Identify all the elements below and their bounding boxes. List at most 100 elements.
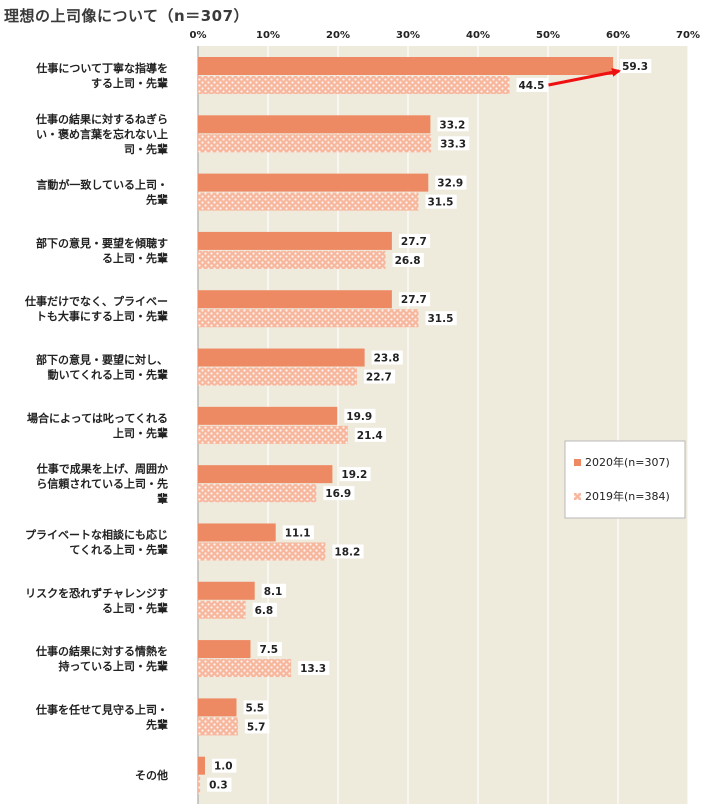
- bar-2019: [198, 425, 348, 444]
- value-label-bg: [398, 233, 431, 248]
- value-label: 13.3: [300, 663, 326, 675]
- bar-2019: [198, 659, 292, 678]
- bar-2019: [198, 600, 246, 619]
- category-label: する上司・先輩: [91, 76, 168, 90]
- category-label: 仕事の結果に対する情熱を: [35, 644, 168, 658]
- bar-2019: [198, 542, 326, 561]
- value-label: 7.5: [260, 644, 279, 656]
- value-label-bg: [323, 486, 355, 501]
- category-label: 部下の意見・要望を傾聴す: [36, 236, 168, 250]
- value-label-bg: [282, 525, 314, 540]
- bar-2019: [198, 484, 317, 503]
- category-label: 上司・先輩: [113, 426, 168, 440]
- value-label-bg: [437, 117, 469, 132]
- category-label: 場合によっては叱ってくれる: [27, 411, 168, 425]
- value-label-bg: [425, 311, 457, 326]
- x-tick-label: 10%: [256, 30, 280, 41]
- bar-2019: [198, 717, 238, 736]
- legend-swatch-2019: [574, 493, 581, 500]
- bar-2020: [198, 290, 392, 309]
- value-label-bg: [257, 642, 282, 657]
- value-label-bg: [620, 59, 652, 73]
- x-tick-label: 70%: [676, 30, 700, 41]
- value-label-bg: [435, 175, 467, 190]
- legend-label-2019: 2019年(n=384): [585, 489, 670, 503]
- value-label-bg: [371, 350, 403, 365]
- value-label: 33.2: [439, 119, 465, 131]
- category-label: 仕事を任せて見守る上司・: [35, 702, 168, 716]
- bar-2019: [198, 309, 419, 328]
- value-label-bg: [244, 719, 270, 734]
- value-label-bg: [363, 369, 396, 384]
- category-label: 先輩: [146, 717, 168, 731]
- value-label: 44.5: [519, 80, 545, 92]
- x-tick-label: 0%: [190, 30, 207, 41]
- value-label-bg: [212, 758, 237, 773]
- value-label: 33.3: [440, 138, 466, 150]
- increase-arrow: [548, 67, 622, 87]
- value-label-bg: [354, 427, 386, 442]
- value-label: 1.0: [214, 761, 233, 773]
- bar-2020: [198, 465, 333, 484]
- x-tick-label: 30%: [396, 30, 420, 41]
- chart-title: 理想の上司像について（n＝307）: [4, 7, 250, 25]
- legend-box: [564, 440, 686, 519]
- category-label: その他: [135, 768, 168, 782]
- value-label-bg: [252, 602, 277, 617]
- category-label: る上司・先輩: [102, 601, 168, 615]
- bar-2020: [198, 115, 431, 134]
- value-label: 32.9: [437, 178, 463, 190]
- category-label: てくれる上司・先輩: [69, 542, 168, 556]
- x-tick-label: 50%: [536, 30, 560, 41]
- category-label: プライベートな相談にも応じ: [25, 527, 168, 541]
- bar-2019: [198, 775, 201, 794]
- value-label-bg: [425, 194, 457, 209]
- value-label: 22.7: [366, 372, 392, 384]
- value-label-bg: [339, 467, 371, 482]
- legend-label-2020: 2020年(n=307): [585, 455, 670, 469]
- value-label: 19.9: [346, 411, 372, 423]
- category-label: 言動が一致している上司・: [36, 178, 168, 192]
- value-label: 16.9: [325, 488, 351, 500]
- category-label: 持っている上司・先輩: [59, 659, 168, 673]
- bar-2020: [198, 523, 276, 542]
- bar-2019: [198, 367, 357, 386]
- value-label-bg: [332, 544, 364, 559]
- category-label: る上司・先輩: [102, 251, 168, 265]
- bar-2020: [198, 640, 251, 659]
- value-label: 31.5: [428, 197, 454, 209]
- value-label: 27.7: [401, 236, 427, 248]
- value-label: 19.2: [341, 469, 367, 481]
- bar-2019: [198, 134, 432, 153]
- value-label: 6.8: [255, 605, 274, 617]
- category-label: リスクを恐れずチャレンジす: [25, 586, 168, 600]
- value-label-bg: [344, 408, 376, 423]
- value-label: 18.2: [334, 546, 360, 558]
- bar-2020: [198, 57, 614, 75]
- value-label: 21.4: [357, 430, 383, 442]
- category-label: 動いてくれる上司・先輩: [48, 368, 168, 382]
- category-label: 司・先輩: [124, 142, 168, 156]
- bar-2020: [198, 698, 237, 717]
- value-label-bg: [261, 583, 287, 598]
- value-label: 5.7: [247, 721, 266, 733]
- category-label: 仕事だけでなく、プライベー: [24, 294, 168, 308]
- category-label: 仕事について丁寧な指導を: [35, 61, 168, 75]
- bar-2020: [198, 173, 429, 192]
- bar-2020: [198, 581, 255, 600]
- bar-2020: [198, 406, 338, 425]
- category-label: トも大事にする上司・先輩: [36, 309, 168, 323]
- bar-2020: [198, 231, 392, 250]
- value-label: 23.8: [374, 353, 400, 365]
- value-label: 26.8: [395, 255, 421, 267]
- value-label: 59.3: [622, 61, 648, 73]
- value-label: 0.3: [209, 780, 228, 792]
- value-label: 5.5: [246, 702, 265, 714]
- x-tick-label: 20%: [326, 30, 350, 41]
- bar-2020: [198, 348, 365, 367]
- category-label: 輩: [157, 492, 168, 506]
- value-label: 8.1: [264, 586, 283, 598]
- bar-2019: [198, 250, 386, 269]
- category-label: 先輩: [146, 193, 168, 207]
